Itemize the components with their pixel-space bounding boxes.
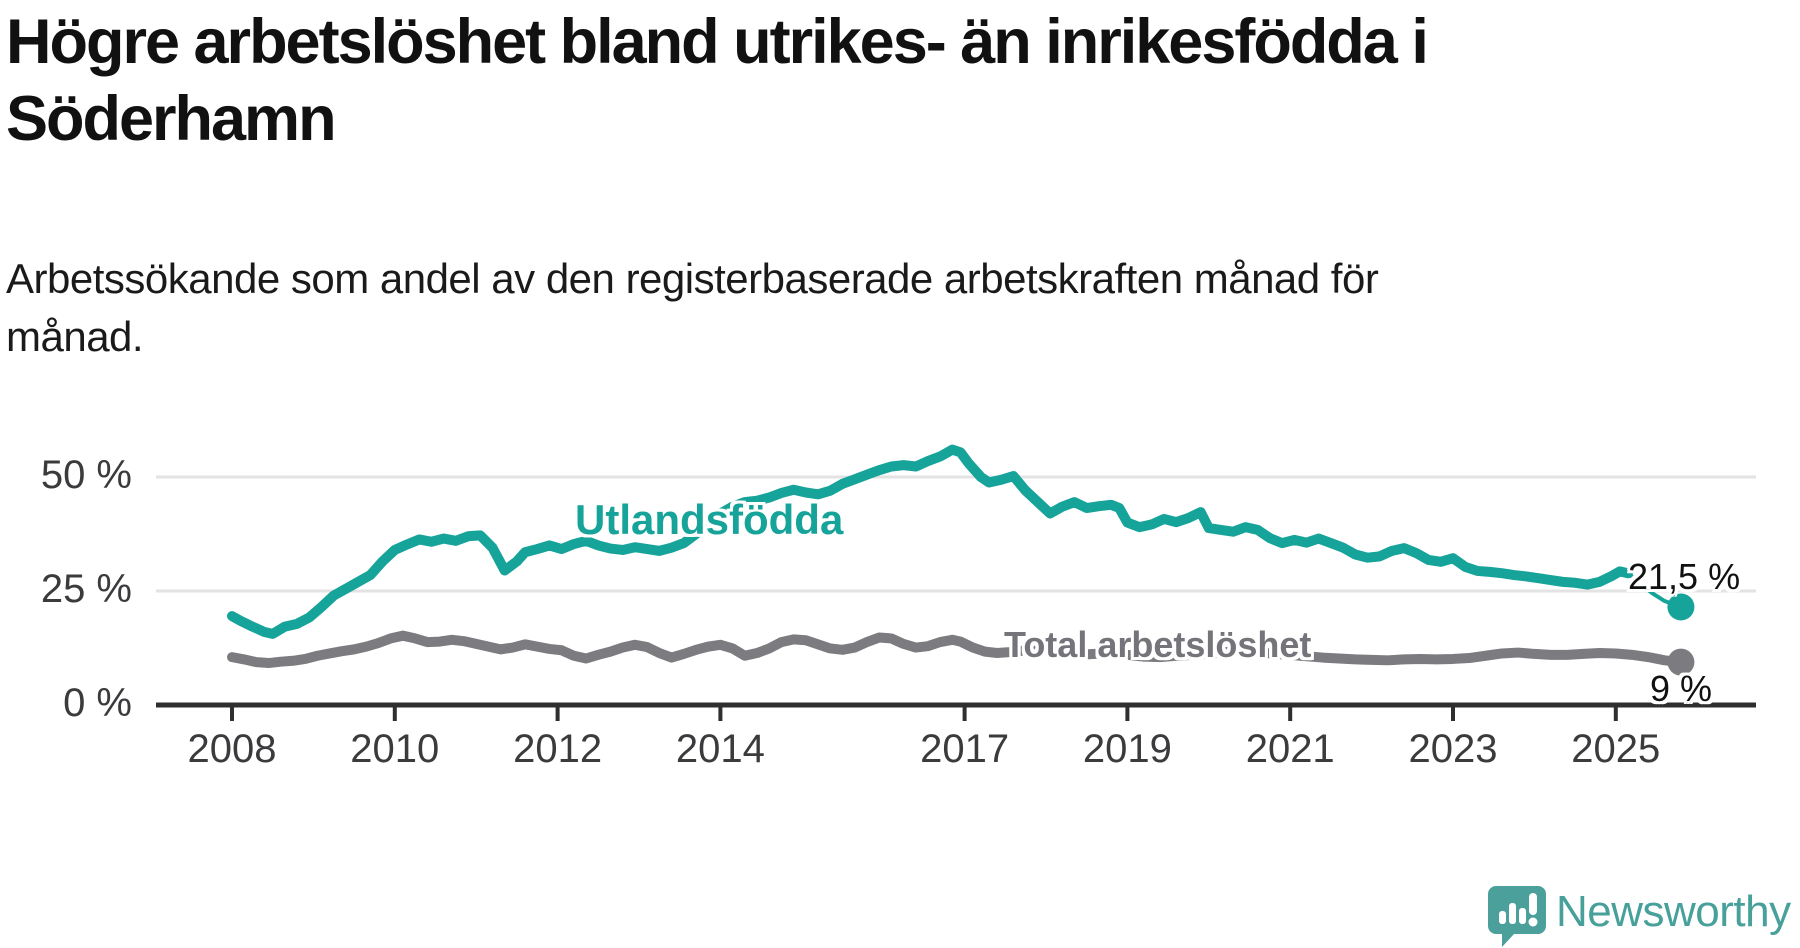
subtitle-line-2: månad.	[6, 312, 144, 360]
x-tick-label: 2014	[675, 727, 765, 771]
y-axis-labels: 0 % 25 % 50 %	[0, 0, 132, 948]
x-tick-label: 2023	[1408, 727, 1498, 771]
series-line-total-arbetsl-shet	[227, 630, 1686, 669]
series-label-utlandsfodda: Utlandsfödda	[575, 496, 844, 543]
x-tick-label: 2010	[350, 727, 440, 771]
x-tick-label: 2017	[920, 727, 1010, 771]
newsworthy-bubble-chart-icon	[1488, 886, 1546, 947]
newsworthy-wordmark: Newsworthy	[1556, 887, 1791, 936]
newsworthy-logo: Newsworthy	[1488, 884, 1800, 948]
title-line-2: Söderhamn	[6, 83, 337, 154]
y-tick-label: 0 %	[63, 681, 132, 725]
latest-value-dot	[1667, 648, 1695, 676]
x-axis-labels: 2008 2010 2012 2014 2017 2019 2021 2023 2025	[0, 727, 1800, 777]
title-line-1: Högre arbetslöshet bland utrikes- än inr…	[6, 7, 1429, 77]
x-tick-label: 2019	[1082, 727, 1172, 771]
end-value-label-utlandsfodda: 21,5 %	[1628, 556, 1741, 597]
x-tick-label: 2021	[1245, 727, 1335, 771]
x-tick-label: 2025	[1571, 727, 1661, 771]
series-line-utlandsf-dda	[227, 444, 1634, 639]
series-label-total-arbetsloshet: Total arbetslöshet	[1004, 624, 1312, 665]
y-tick-label: 50 %	[40, 453, 132, 497]
subtitle-line-1: Arbetssökande som andel av den registerb…	[6, 255, 1379, 302]
y-tick-label: 25 %	[40, 567, 132, 611]
page-title: Högre arbetslöshet bland utrikes- än inr…	[6, 4, 1726, 158]
chart-subtitle: Arbetssökande som andel av den registerb…	[6, 250, 1706, 366]
end-value-label-total: 9 %	[1650, 668, 1713, 709]
x-tick-label: 2008	[187, 727, 277, 771]
x-tick-label: 2012	[513, 727, 603, 771]
latest-value-dot	[1667, 593, 1695, 621]
